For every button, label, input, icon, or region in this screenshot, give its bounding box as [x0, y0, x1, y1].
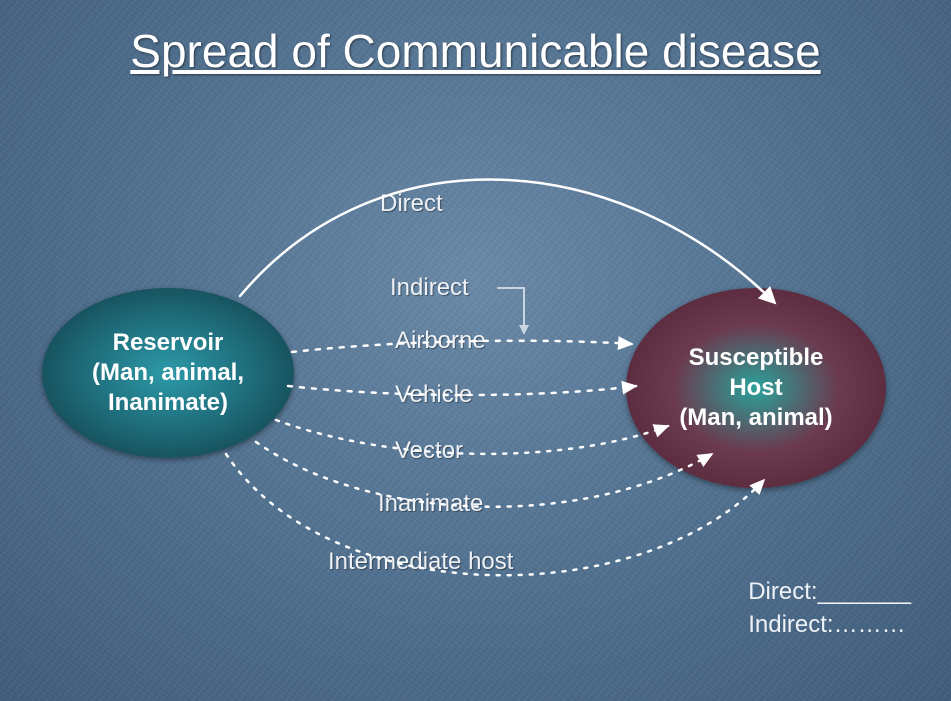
label-intermediate: Intermediate host	[328, 548, 513, 576]
label-airborne: Airborne	[395, 327, 486, 355]
edge-inanimate	[256, 442, 712, 507]
label-inanimate: Inanimate	[378, 490, 483, 518]
node-host-label: SusceptibleHost(Man, animal)	[669, 333, 842, 443]
node-host: SusceptibleHost(Man, animal)	[626, 288, 886, 488]
edge-direct	[240, 180, 774, 302]
page-title: Spread of Communicable disease	[0, 24, 951, 78]
label-direct: Direct	[380, 190, 443, 218]
label-vector: Vector	[395, 437, 463, 465]
legend-direct-label: Direct:	[748, 578, 817, 605]
node-reservoir: Reservoir(Man, animal,Inanimate)	[42, 288, 294, 458]
legend-indirect-label: Indirect:	[748, 611, 833, 638]
legend-indirect-style: ………	[834, 611, 906, 638]
node-reservoir-label: Reservoir(Man, animal,Inanimate)	[82, 318, 254, 428]
label-indirect: Indirect	[390, 274, 469, 302]
label-vehicle: Vehicle	[395, 381, 472, 409]
edge-indirect-header	[498, 288, 524, 332]
edge-vector	[276, 420, 668, 454]
legend: Direct:_______ Indirect:………	[748, 576, 911, 641]
legend-direct-style: _______	[818, 578, 911, 605]
